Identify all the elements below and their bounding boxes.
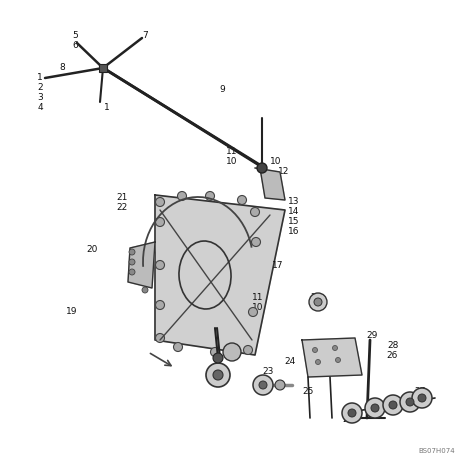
Circle shape — [259, 381, 267, 389]
Text: 19: 19 — [66, 308, 78, 316]
Circle shape — [155, 197, 164, 207]
Text: 13: 13 — [288, 197, 300, 207]
Text: 22: 22 — [117, 203, 128, 213]
Circle shape — [250, 207, 259, 217]
Text: 17: 17 — [272, 261, 284, 269]
Polygon shape — [302, 338, 362, 377]
Circle shape — [155, 261, 164, 269]
Circle shape — [400, 392, 420, 412]
Circle shape — [223, 343, 241, 361]
Polygon shape — [255, 168, 285, 200]
Text: 3: 3 — [37, 93, 43, 103]
Circle shape — [142, 287, 148, 293]
Text: 5: 5 — [72, 30, 78, 39]
Circle shape — [332, 346, 337, 351]
Circle shape — [312, 347, 318, 353]
Text: 27: 27 — [414, 388, 426, 396]
Text: 23: 23 — [262, 367, 273, 377]
Text: 1: 1 — [104, 103, 110, 113]
Circle shape — [173, 342, 182, 352]
Text: 26: 26 — [386, 352, 398, 360]
Text: 14: 14 — [288, 207, 300, 217]
FancyBboxPatch shape — [99, 64, 107, 72]
Circle shape — [365, 398, 385, 418]
Circle shape — [155, 218, 164, 226]
Text: 6: 6 — [72, 41, 78, 49]
Circle shape — [309, 293, 327, 311]
Circle shape — [206, 363, 230, 387]
Text: 10: 10 — [226, 158, 238, 166]
Circle shape — [206, 192, 215, 201]
Text: BS07H074: BS07H074 — [419, 448, 455, 454]
Circle shape — [371, 404, 379, 412]
Circle shape — [244, 346, 253, 354]
Text: 10: 10 — [270, 158, 282, 166]
Circle shape — [155, 334, 164, 342]
Circle shape — [213, 370, 223, 380]
Text: 15: 15 — [288, 218, 300, 226]
Circle shape — [248, 308, 257, 316]
Circle shape — [177, 192, 186, 201]
Circle shape — [257, 163, 267, 173]
Text: 4: 4 — [37, 103, 43, 113]
Polygon shape — [155, 195, 285, 355]
Text: 28: 28 — [387, 340, 399, 349]
Circle shape — [129, 269, 135, 275]
Circle shape — [237, 195, 246, 205]
Circle shape — [210, 347, 219, 357]
Circle shape — [129, 249, 135, 255]
Circle shape — [213, 353, 223, 363]
Text: 12: 12 — [278, 168, 290, 176]
Polygon shape — [128, 242, 155, 288]
Circle shape — [418, 394, 426, 402]
Circle shape — [316, 359, 320, 365]
Text: 21: 21 — [116, 194, 128, 202]
Circle shape — [252, 237, 261, 247]
Circle shape — [314, 298, 322, 306]
Circle shape — [336, 358, 340, 363]
Text: 11: 11 — [252, 293, 264, 303]
Circle shape — [406, 398, 414, 406]
Text: 20: 20 — [86, 245, 98, 255]
Circle shape — [383, 395, 403, 415]
Text: 25: 25 — [302, 388, 314, 396]
Text: 2: 2 — [37, 84, 43, 92]
Circle shape — [389, 401, 397, 409]
Text: 25: 25 — [342, 415, 354, 425]
Text: 8: 8 — [59, 63, 65, 73]
Circle shape — [253, 375, 273, 395]
Circle shape — [129, 259, 135, 265]
Text: 10: 10 — [252, 304, 264, 312]
Text: 1: 1 — [37, 73, 43, 83]
Circle shape — [275, 380, 285, 390]
Text: 29: 29 — [366, 330, 378, 340]
Text: 11: 11 — [226, 147, 238, 157]
Text: 9: 9 — [219, 85, 225, 95]
Circle shape — [348, 409, 356, 417]
Text: 22: 22 — [310, 293, 322, 303]
Circle shape — [155, 300, 164, 310]
Text: 7: 7 — [142, 30, 148, 39]
Text: 16: 16 — [288, 227, 300, 237]
Circle shape — [412, 388, 432, 408]
Circle shape — [342, 403, 362, 423]
Text: 24: 24 — [284, 358, 296, 366]
